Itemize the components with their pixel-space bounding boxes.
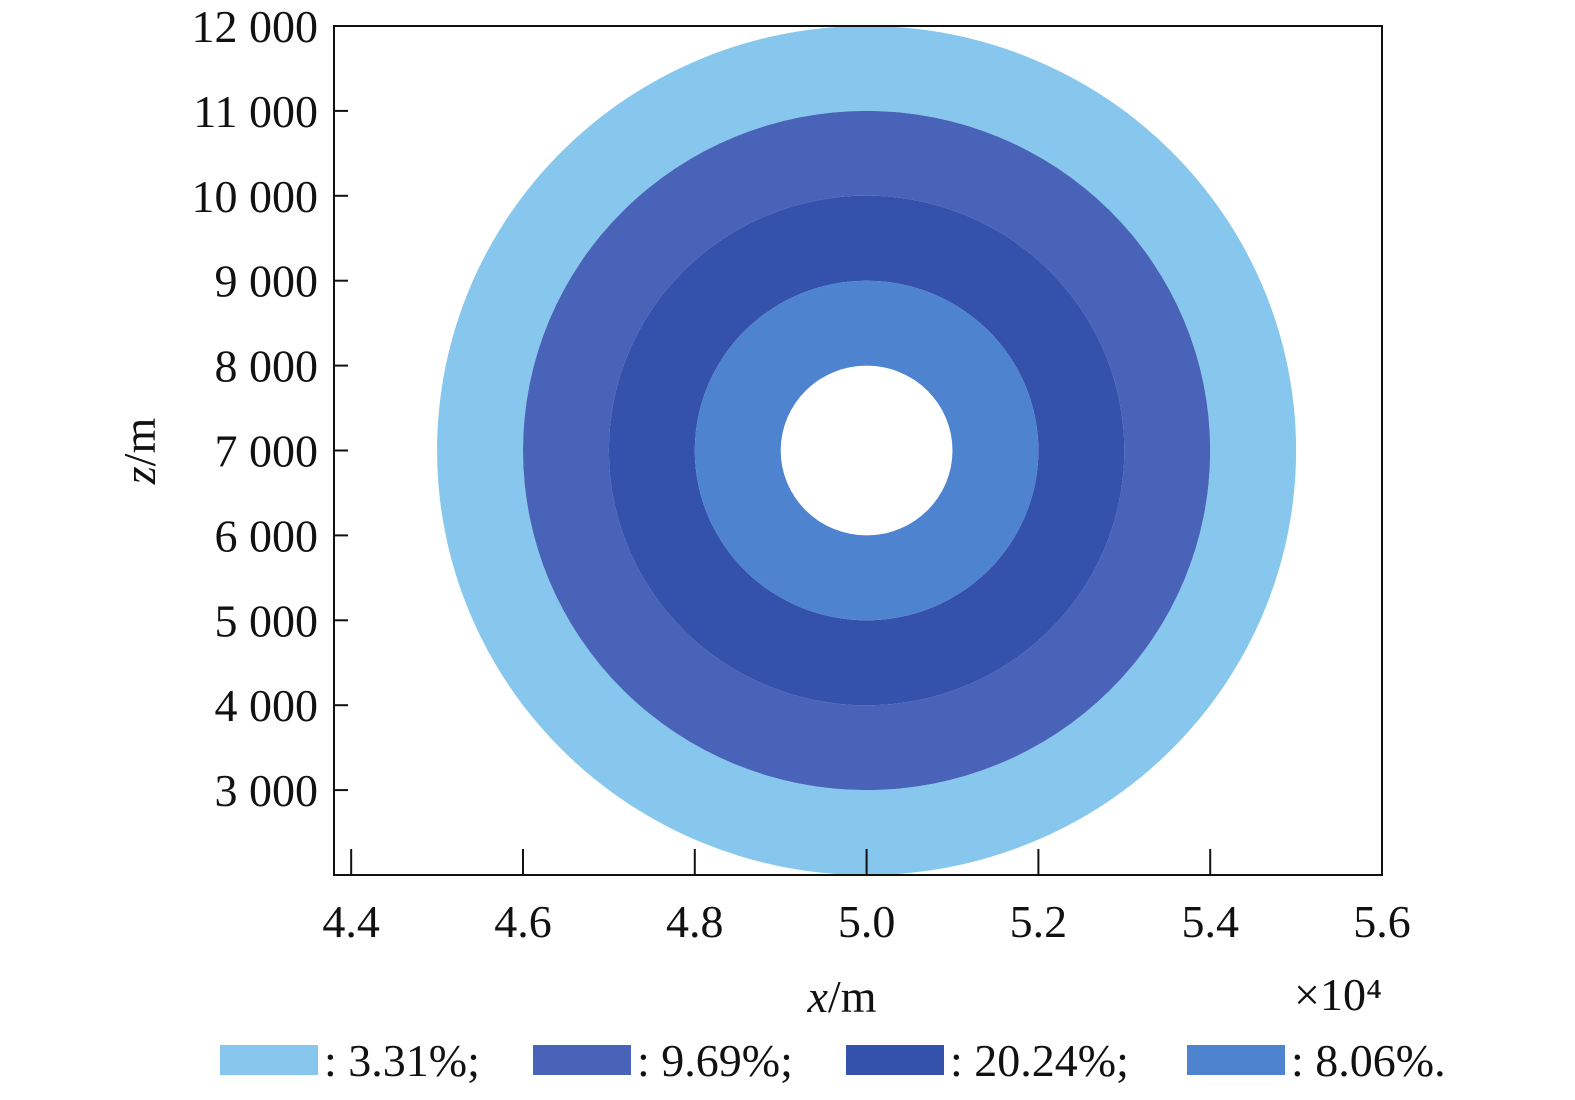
x-axis-variable: x bbox=[807, 971, 829, 1022]
legend-label-1: : 3.31%; bbox=[324, 1035, 480, 1086]
axis-ticks bbox=[334, 25, 1383, 875]
y-tick-label: 3 000 bbox=[215, 765, 319, 816]
y-axis-variable: z bbox=[114, 466, 165, 485]
x-tick-label: 5.4 bbox=[1181, 896, 1239, 947]
y-tick-label: 7 000 bbox=[215, 426, 319, 477]
y-tick-label: 10 000 bbox=[192, 171, 319, 222]
x-tick-label: 4.8 bbox=[666, 896, 724, 947]
contour-rings bbox=[437, 26, 1297, 876]
legend-swatch-1 bbox=[220, 1045, 318, 1075]
legend-swatch-4 bbox=[1187, 1045, 1285, 1075]
contour-ring-4 bbox=[694, 280, 1039, 621]
y-tick-label: 4 000 bbox=[215, 680, 319, 731]
y-tick-label: 5 000 bbox=[215, 595, 319, 646]
x-axis-unit: /m bbox=[828, 971, 877, 1022]
y-tick-label: 8 000 bbox=[215, 341, 319, 392]
x-tick-label: 5.6 bbox=[1353, 896, 1411, 947]
y-axis-label: z/m bbox=[114, 418, 165, 486]
x-axis-label: x/m bbox=[807, 971, 877, 1022]
y-tick-label: 6 000 bbox=[215, 510, 319, 561]
y-tick-label: 11 000 bbox=[193, 86, 318, 137]
y-tick-label: 12 000 bbox=[192, 1, 319, 52]
tick-labels: 4.4 4.6 4.8 5.0 5.2 5.4 5.6 3 000 4 000 5 000 6 00… bbox=[192, 1, 1411, 947]
x-axis-multiplier: ×10⁴ bbox=[1294, 969, 1382, 1020]
legend-label-3: : 20.24%; bbox=[950, 1035, 1129, 1086]
x-tick-label: 4.6 bbox=[494, 896, 552, 947]
legend-swatch-3 bbox=[846, 1045, 944, 1075]
x-tick-label: 5.0 bbox=[838, 896, 896, 947]
legend-label-2: : 9.69%; bbox=[637, 1035, 793, 1086]
x-tick-label: 5.2 bbox=[1010, 896, 1068, 947]
y-axis-unit: /m bbox=[114, 418, 165, 467]
legend: : 3.31%; : 9.69%; : 20.24%; : 8.06%. bbox=[220, 1035, 1446, 1086]
y-tick-label: 9 000 bbox=[215, 256, 319, 307]
x-tick-label: 4.4 bbox=[322, 896, 380, 947]
contour-ring-3 bbox=[608, 195, 1125, 706]
legend-label-4: : 8.06%. bbox=[1291, 1035, 1446, 1086]
legend-swatch-2 bbox=[533, 1045, 631, 1075]
